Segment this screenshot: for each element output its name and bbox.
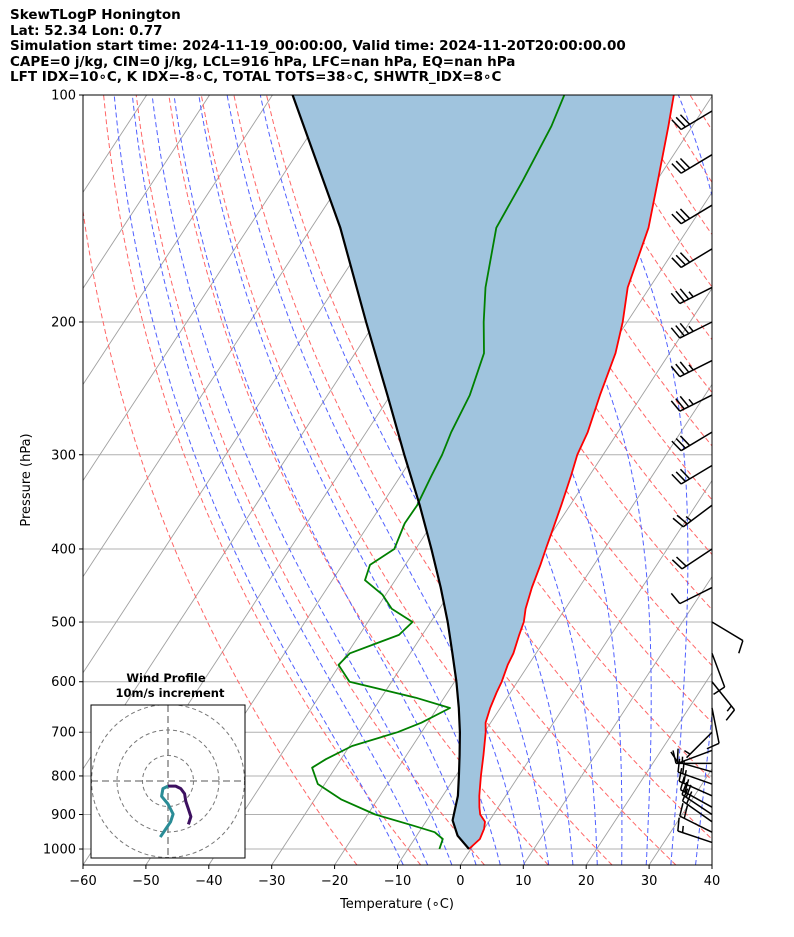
- moist-adiabat: [151, 95, 453, 865]
- dry-adiabat: [135, 95, 485, 865]
- wind-barb: [711, 652, 726, 695]
- wind-profile-frame: [90, 704, 246, 859]
- y-tick-label: 1000: [43, 843, 76, 858]
- hodograph-lower: [168, 784, 193, 825]
- y-tick-label: 200: [51, 315, 76, 330]
- wind-barb: [679, 802, 713, 833]
- dry-adiabat: [83, 207, 358, 865]
- wind-barb: [711, 621, 744, 654]
- wind-profile-title: Wind Profile: [126, 671, 206, 685]
- x-tick-label: −40: [195, 874, 222, 889]
- isotherm: [775, 95, 794, 865]
- isotherm: [0, 95, 21, 865]
- y-tick-label: 100: [51, 89, 76, 104]
- chart-header: SkewTLogP Honington Lat: 52.34 Lon: 0.77…: [10, 7, 626, 86]
- hodograph-upper: [159, 784, 175, 838]
- simulation-times: Simulation start time: 2024-11-19_00:00:…: [10, 38, 626, 55]
- title: SkewTLogP Honington: [10, 7, 181, 23]
- x-tick-label: 0: [456, 874, 464, 889]
- wind-barb: [678, 767, 713, 797]
- wind-barb: [684, 731, 713, 759]
- wind-barb: [711, 681, 736, 721]
- y-tick-label: 400: [51, 542, 76, 557]
- x-tick-label: 10: [515, 874, 532, 889]
- isotherm: [83, 95, 210, 290]
- isotherm: [83, 95, 399, 578]
- dry-adiabat: [755, 95, 794, 865]
- cape-cin-fill: [292, 95, 674, 849]
- y-tick-label: 900: [51, 808, 76, 823]
- dry-adiabat: [788, 95, 794, 865]
- cape-fill-layer: [292, 95, 674, 849]
- wind-barbs: [670, 110, 744, 844]
- dry-adiabat: [689, 95, 712, 131]
- y-tick-label: 800: [51, 769, 76, 784]
- wind-profile-subtitle: 10m/s increment: [116, 686, 225, 700]
- isotherm: [83, 95, 85, 97]
- cape-stats: CAPE=0 j/kg, CIN=0 j/kg, LCL=916 hPa, LF…: [10, 53, 516, 70]
- dry-adiabat: [723, 95, 794, 865]
- dewpoint-line: [311, 95, 566, 850]
- wind-barb: [670, 286, 713, 305]
- y-tick-label: 500: [51, 616, 76, 631]
- wind-barb: [670, 321, 713, 339]
- series-layer: [291, 95, 675, 850]
- wind-barb: [671, 154, 713, 174]
- dry-adiabat: [103, 95, 422, 865]
- wind-barb: [670, 749, 713, 764]
- moist-adiabat: [113, 95, 404, 865]
- wind-barb: [670, 359, 713, 378]
- parcel-line: [291, 95, 470, 850]
- x-tick-label: 20: [578, 874, 595, 889]
- stability-indices: LFT IDX=10∘C, K IDX=-8∘C, TOTAL TOTS=38∘…: [10, 69, 502, 86]
- wind-barb: [671, 431, 713, 452]
- wind-barb: [671, 248, 713, 269]
- y-axis-label: Pressure (hPa): [19, 433, 34, 526]
- x-tick-label: 30: [641, 874, 658, 889]
- y-ticks: 1000 900 800 700 600 500 400 300 200 100: [43, 89, 83, 858]
- dry-adiabat: [200, 95, 613, 865]
- wind-barb: [671, 204, 713, 225]
- wind-barb: [671, 548, 713, 570]
- y-tick-label: 600: [51, 675, 76, 690]
- isotherm: [460, 479, 712, 865]
- isotherm: [522, 575, 712, 865]
- isotherm: [83, 95, 273, 386]
- isotherm: [585, 671, 712, 865]
- moist-adiabat: [198, 95, 501, 865]
- x-ticks: −60 −50 −40 −30 −20 −10 0 10 20 30 40: [69, 865, 720, 889]
- wind-barb: [671, 464, 713, 485]
- dry-adiabat: [168, 95, 549, 865]
- y-tick-label: 700: [51, 726, 76, 741]
- x-tick-label: 40: [704, 874, 721, 889]
- x-tick-label: −60: [69, 874, 96, 889]
- x-tick-label: −10: [384, 874, 411, 889]
- wind-barb: [677, 758, 713, 785]
- x-tick-label: −50: [132, 874, 159, 889]
- dry-adiabat: [266, 95, 712, 840]
- wind-barb: [681, 788, 713, 823]
- wind-barb: [706, 707, 720, 750]
- temperature-line: [468, 95, 675, 850]
- isotherm: [334, 287, 712, 865]
- y-tick-label: 300: [51, 448, 76, 463]
- wind-barb: [672, 504, 713, 528]
- wind-barb: [670, 394, 713, 412]
- isotherm: [711, 864, 712, 865]
- wind-barb: [671, 110, 713, 131]
- x-tick-label: −20: [321, 874, 348, 889]
- wind-barb: [677, 817, 713, 844]
- isotherm: [648, 768, 712, 865]
- location: Lat: 52.34 Lon: 0.77: [10, 22, 163, 39]
- moist-adiabat: [131, 95, 429, 865]
- x-axis-label: Temperature (∘C): [339, 897, 454, 912]
- wind-barb: [670, 586, 713, 605]
- x-tick-label: −30: [258, 874, 285, 889]
- moist-adiabat: [567, 95, 689, 865]
